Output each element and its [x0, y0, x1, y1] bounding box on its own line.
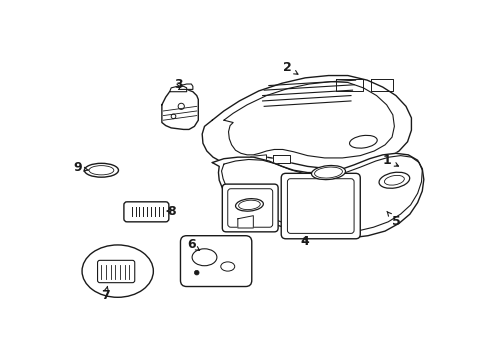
Text: 9: 9: [74, 161, 88, 175]
Text: 3: 3: [174, 77, 183, 90]
Polygon shape: [250, 155, 266, 163]
FancyBboxPatch shape: [222, 184, 278, 232]
Polygon shape: [179, 84, 192, 89]
Text: 2: 2: [283, 61, 297, 74]
FancyBboxPatch shape: [123, 202, 168, 222]
Polygon shape: [169, 86, 186, 92]
Ellipse shape: [82, 245, 153, 297]
Ellipse shape: [349, 135, 376, 148]
Text: 4: 4: [300, 235, 309, 248]
Polygon shape: [273, 155, 289, 163]
Text: 6: 6: [186, 238, 199, 251]
Text: 8: 8: [166, 204, 175, 217]
Text: 5: 5: [386, 211, 400, 228]
Polygon shape: [237, 216, 253, 228]
Ellipse shape: [378, 172, 409, 188]
FancyBboxPatch shape: [281, 173, 360, 239]
Ellipse shape: [84, 163, 118, 177]
Ellipse shape: [194, 270, 199, 275]
Polygon shape: [212, 153, 423, 238]
Polygon shape: [202, 76, 410, 169]
Polygon shape: [162, 89, 198, 130]
FancyBboxPatch shape: [180, 236, 251, 287]
Ellipse shape: [235, 199, 263, 211]
Text: 1: 1: [382, 154, 398, 167]
Text: 7: 7: [101, 286, 109, 302]
Ellipse shape: [311, 166, 345, 180]
